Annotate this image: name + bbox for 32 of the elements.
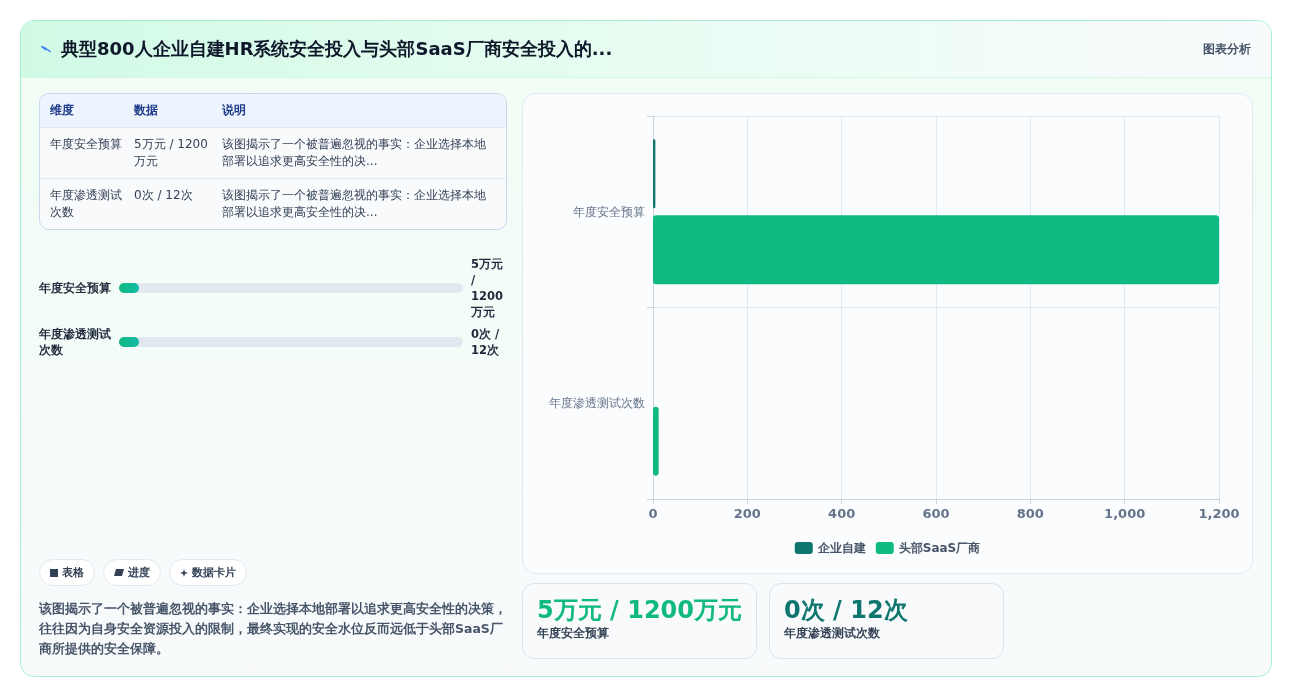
x-tick-label: 800 — [1016, 506, 1044, 521]
x-tick-label: 1,200 — [1198, 506, 1240, 521]
text: 5万元 / 1200万元 — [537, 595, 742, 626]
text: 图表分析 — [1203, 40, 1251, 58]
text: 说明 — [221, 102, 247, 119]
text: 年度渗透测试次数 — [49, 187, 123, 221]
text: 该图揭示了一个被普遍忽视的事实：企业选择本地部署以追求更高安全性的决策，往往因为自身安全资源投入的限制，最终实现的安全水位反而远低于头部SaaS厂商所提供的安全保障。 — [39, 600, 508, 658]
legend-label: 头部SaaS厂商 — [898, 541, 981, 555]
text: 数据卡片 — [192, 565, 236, 580]
text: 年度安全预算 — [49, 136, 123, 153]
x-tick-label: 200 — [733, 506, 761, 521]
text: 年度渗透测试次数 — [784, 626, 881, 641]
text: 典型800人企业自建HR系统安全投入与头部SaaS厂商安全投入的... — [61, 37, 614, 61]
text: 该图揭示了一个被普遍忽视的事实：企业选择本地部署以追求更高安全性的决... — [221, 136, 487, 170]
text: 0次 / 12次 — [133, 187, 194, 204]
text: 数据 — [133, 102, 159, 119]
text: 进度 — [128, 565, 150, 580]
x-tick-label: 0 — [648, 506, 658, 521]
text: 年度安全预算 — [537, 626, 610, 641]
x-tick-label: 1,000 — [1104, 506, 1146, 521]
text: 5万元 / 1200万元 — [133, 136, 209, 170]
legend-label: 企业自建 — [816, 541, 866, 555]
text: 年度渗透测试次数 — [39, 326, 112, 358]
text: 0次 / 12次 — [784, 595, 909, 626]
text: 该图揭示了一个被普遍忽视的事实：企业选择本地部署以追求更高安全性的决... — [221, 187, 487, 221]
text: 年度安全预算 — [39, 280, 112, 296]
x-tick-label: 600 — [922, 506, 950, 521]
text: 5万元 / 1200万元 — [471, 256, 504, 320]
x-tick-label: 400 — [828, 506, 856, 521]
text: 表格 — [62, 565, 84, 580]
text: 维度 — [49, 102, 75, 119]
text: 0次 / 12次 — [471, 326, 501, 358]
